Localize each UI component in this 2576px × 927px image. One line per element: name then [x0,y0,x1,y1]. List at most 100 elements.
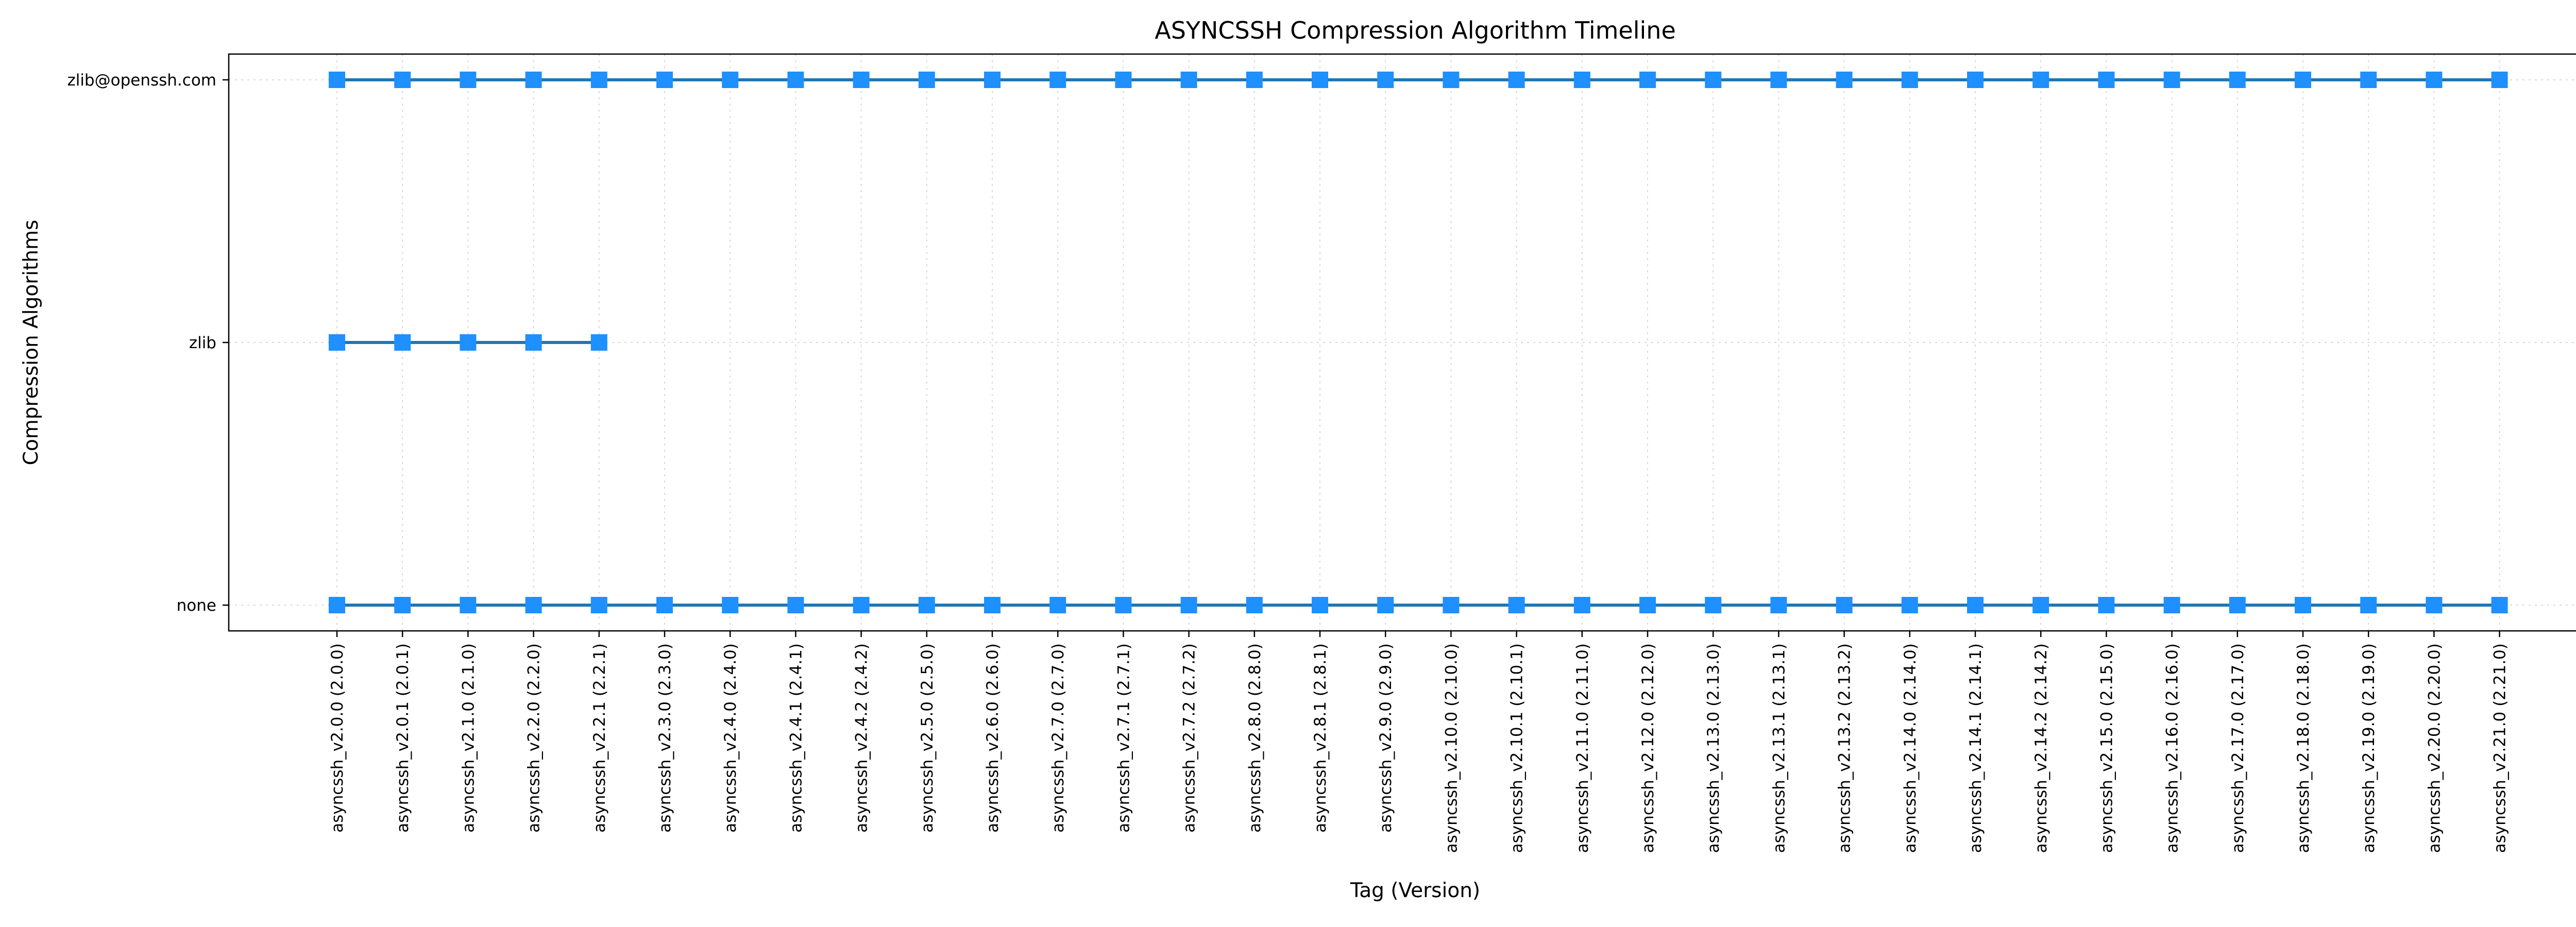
x-tick-label: asyncssh_v2.17.0 (2.17.0) [2229,643,2247,853]
data-point-marker [1901,597,1918,613]
data-point-marker [722,72,739,88]
data-point-marker [1312,72,1328,88]
x-tick-label: asyncssh_v2.8.1 (2.8.1) [1311,643,1330,833]
x-tick-label: asyncssh_v2.2.0 (2.2.0) [525,643,544,833]
data-point-marker [590,597,607,613]
data-point-marker [984,597,1001,613]
data-point-marker [1312,597,1328,613]
data-point-marker [394,597,411,613]
chart-title: ASYNCSSH Compression Algorithm Timeline [1155,16,1676,44]
data-point-marker [918,72,935,88]
data-point-marker [853,597,870,613]
data-point-marker [1901,72,1918,88]
data-point-marker [918,597,935,613]
data-point-marker [460,72,477,88]
data-point-marker [1705,72,1722,88]
data-point-marker [656,597,673,613]
data-point-marker [2163,72,2180,88]
data-point-marker [2229,72,2246,88]
data-point-marker [787,597,804,613]
x-tick-label: asyncssh_v2.13.1 (2.13.1) [1770,643,1788,853]
x-axis-label: Tag (Version) [1350,879,1480,902]
data-point-marker [394,334,411,351]
x-tick-label: asyncssh_v2.4.1 (2.4.1) [787,643,805,833]
data-point-marker [1573,72,1590,88]
data-point-marker [1115,597,1132,613]
data-point-marker [1115,72,1132,88]
data-point-marker [2098,597,2115,613]
data-point-marker [984,72,1001,88]
x-tick-label: asyncssh_v2.21.0 (2.21.0) [2491,643,2510,853]
data-point-marker [590,72,607,88]
data-point-marker [1573,597,1590,613]
x-tick-label: asyncssh_v2.20.0 (2.20.0) [2425,643,2444,853]
x-tick-label: asyncssh_v2.8.0 (2.8.0) [1246,643,1264,833]
data-point-marker [1770,597,1787,613]
data-point-marker [329,597,345,613]
x-tick-label: asyncssh_v2.2.1 (2.2.1) [590,643,609,833]
x-tick-label: asyncssh_v2.18.0 (2.18.0) [2294,643,2313,853]
x-tick-label: asyncssh_v2.4.2 (2.4.2) [853,643,871,833]
data-point-marker [2032,72,2049,88]
data-point-marker [1377,72,1394,88]
data-point-marker [1246,72,1263,88]
data-point-marker [1508,597,1525,613]
x-tick-label: asyncssh_v2.15.0 (2.15.0) [2097,643,2116,853]
x-tick-label: asyncssh_v2.9.0 (2.9.0) [1377,643,1395,833]
y-ticks-layer: none zlib zlib@openssh.com [67,71,229,615]
y-axis-label: Compression Algorithms [20,220,43,466]
x-tick-label: asyncssh_v2.0.1 (2.0.1) [394,643,412,833]
x-tick-label: asyncssh_v2.7.0 (2.7.0) [1049,643,1067,833]
data-point-marker [2360,72,2377,88]
data-point-marker [460,597,477,613]
data-point-marker [1049,72,1066,88]
x-tick-label: asyncssh_v2.11.0 (2.11.0) [1573,643,1592,853]
data-point-marker [590,334,607,351]
data-point-marker [525,72,542,88]
data-point-marker [1967,72,1984,88]
x-tick-label: asyncssh_v2.12.0 (2.12.0) [1639,643,1657,853]
y-tick-label: none [177,596,216,615]
x-tick-label: asyncssh_v2.16.0 (2.16.0) [2163,643,2182,853]
data-point-marker [1508,72,1525,88]
data-point-marker [1049,597,1066,613]
data-point-marker [2229,597,2246,613]
data-point-marker [1377,597,1394,613]
data-point-marker [2295,597,2311,613]
x-tick-label: asyncssh_v2.5.0 (2.5.0) [918,643,937,833]
x-tick-label: asyncssh_v2.13.2 (2.13.2) [1836,643,1854,853]
x-tick-label: asyncssh_v2.10.1 (2.10.1) [1508,643,1527,853]
data-point-marker [2295,72,2311,88]
data-point-marker [1639,597,1656,613]
data-point-marker [2426,597,2443,613]
data-point-marker [853,72,870,88]
data-point-marker [1836,597,1853,613]
x-tick-label: asyncssh_v2.14.0 (2.14.0) [1901,643,1920,853]
y-tick-label: zlib@openssh.com [67,71,216,90]
x-tick-label: asyncssh_v2.13.0 (2.13.0) [1704,643,1723,853]
x-tick-label: asyncssh_v2.19.0 (2.19.0) [2360,643,2378,853]
data-point-marker [1967,597,1984,613]
series-layer [329,72,2508,613]
data-point-marker [722,597,739,613]
data-point-marker [2491,72,2508,88]
x-tick-label: asyncssh_v2.1.0 (2.1.0) [459,643,478,833]
data-point-marker [1180,597,1197,613]
data-point-marker [656,72,673,88]
x-tick-label: asyncssh_v2.3.0 (2.3.0) [656,643,674,833]
y-tick-label: zlib [189,334,216,352]
data-point-marker [1180,72,1197,88]
data-point-marker [787,72,804,88]
data-point-marker [329,72,345,88]
data-point-marker [2360,597,2377,613]
x-tick-label: asyncssh_v2.7.1 (2.7.1) [1114,643,1133,833]
x-tick-label: asyncssh_v2.7.2 (2.7.2) [1180,643,1199,833]
data-point-marker [460,334,477,351]
data-point-marker [2491,597,2508,613]
data-point-marker [525,597,542,613]
x-tick-label: asyncssh_v2.14.2 (2.14.2) [2032,643,2050,853]
x-ticks-layer: asyncssh_v2.0.0 (2.0.0) asyncssh_v2.0.1 (… [328,631,2510,853]
data-point-marker [1246,597,1263,613]
